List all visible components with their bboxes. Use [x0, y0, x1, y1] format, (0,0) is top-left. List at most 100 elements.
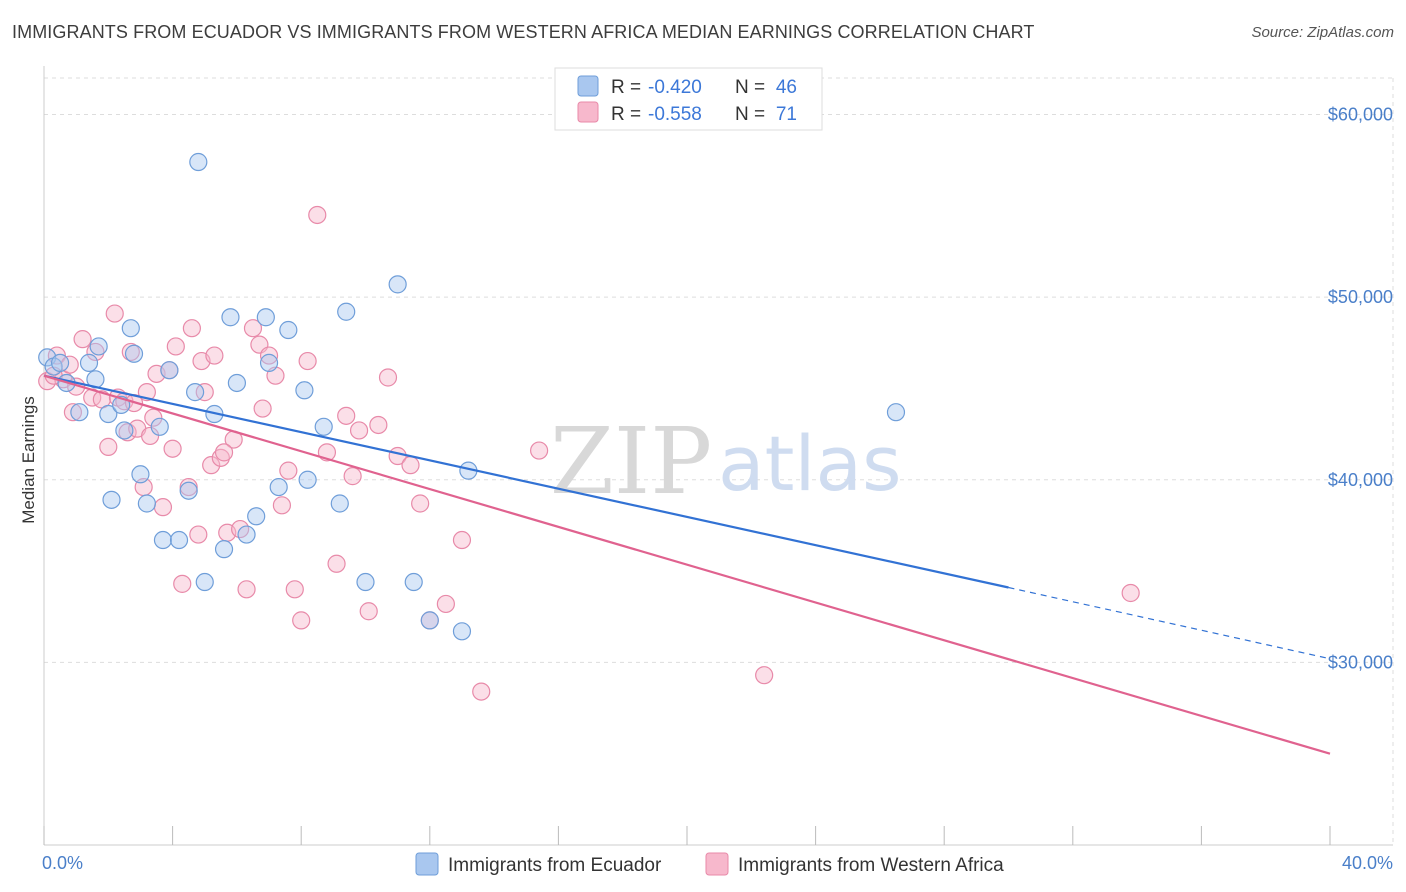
africa-point-24 — [182, 319, 201, 338]
ecuador-point-37 — [330, 494, 349, 513]
ecuador-point-14 — [131, 465, 150, 484]
africa-point-63 — [1121, 583, 1140, 603]
africa-point-3 — [63, 403, 83, 422]
ecuador-point-22 — [189, 152, 208, 172]
y-tick-label-2: $50,000 — [1328, 287, 1393, 307]
africa-point-13 — [121, 342, 140, 362]
ecuador-point-34 — [295, 381, 314, 400]
ecuador-point-33 — [279, 320, 298, 340]
ecuador-point-19 — [169, 530, 189, 550]
africa-point-6 — [86, 342, 105, 362]
africa-point-9 — [105, 304, 124, 323]
ecuador-point-7 — [89, 337, 108, 356]
ecuador-point-25 — [214, 540, 234, 559]
africa-point-29 — [205, 346, 224, 365]
ecuador-point-12 — [121, 319, 140, 338]
chart-title: IMMIGRANTS FROM ECUADOR VS IMMIGRANTS FR… — [12, 22, 1035, 42]
watermark-zip: ZIP — [550, 408, 712, 515]
africa-point-58 — [436, 594, 455, 614]
ecuador-point-21 — [186, 383, 205, 402]
africa-point-70 — [214, 443, 234, 462]
ecuador-point-30 — [256, 308, 275, 327]
ecuador-point-45 — [886, 403, 906, 422]
legend-r-label-ecuador: R = — [611, 77, 641, 98]
ecuador-point-8 — [99, 404, 118, 424]
ecuador-point-11 — [115, 421, 134, 440]
y-axis-label: Median Earnings — [19, 396, 38, 524]
africa-point-8 — [99, 437, 118, 456]
africa-point-47 — [327, 554, 346, 573]
africa-point-25 — [189, 525, 208, 544]
bottom-legend-label-africa: Immigrants from Western Africa — [738, 855, 1004, 876]
trend-line-ecuador — [43, 374, 1009, 589]
africa-point-55 — [401, 456, 420, 475]
ecuador-point-16 — [150, 417, 169, 436]
africa-point-43 — [292, 611, 311, 630]
africa-point-34 — [237, 580, 256, 599]
africa-point-28 — [202, 456, 221, 475]
africa-point-38 — [259, 346, 279, 365]
ecuador-point-4 — [70, 403, 89, 422]
x-tick-label-left: 0.0% — [42, 853, 83, 873]
africa-point-19 — [153, 498, 173, 517]
ecuador-point-38 — [337, 302, 356, 321]
ecuador-point-41 — [404, 572, 423, 592]
africa-point-42 — [285, 580, 304, 599]
ecuador-point-39 — [356, 572, 375, 592]
africa-point-49 — [343, 467, 362, 486]
y-tick-label-1: $40,000 — [1328, 470, 1393, 490]
ecuador-point-13 — [124, 344, 144, 363]
bottom-legend-swatch-ecuador — [415, 852, 439, 876]
ecuador-point-29 — [247, 507, 266, 526]
africa-point-69 — [163, 439, 182, 458]
legend-r-value-africa: -0.558 — [648, 104, 702, 125]
trend-line-africa — [43, 374, 1331, 755]
ecuador-point-36 — [314, 417, 333, 436]
africa-point-62 — [755, 666, 774, 685]
legend-box — [554, 67, 823, 131]
africa-point-60 — [472, 682, 491, 701]
ecuador-point-27 — [227, 373, 246, 393]
africa-point-35 — [243, 319, 263, 338]
legend-n-label-africa: N = — [735, 104, 765, 125]
ecuador-point-18 — [160, 361, 179, 380]
africa-point-27 — [195, 383, 214, 402]
africa-point-37 — [253, 399, 272, 418]
africa-point-30 — [211, 448, 230, 467]
legend-r-label-africa: R = — [611, 104, 641, 125]
ecuador-point-31 — [259, 353, 279, 372]
ecuador-point-9 — [102, 490, 121, 509]
legend-swatch-ecuador — [577, 75, 599, 97]
ecuador-point-5 — [79, 353, 99, 372]
africa-point-41 — [279, 461, 298, 480]
ecuador-point-32 — [269, 477, 288, 497]
africa-point-48 — [337, 406, 356, 425]
bottom-legend-swatch-africa — [705, 852, 729, 876]
ecuador-point-35 — [298, 470, 317, 489]
ecuador-point-42 — [420, 611, 439, 630]
trend-line-ecuador-extension — [1008, 586, 1331, 660]
africa-point-22 — [173, 574, 192, 593]
africa-point-59 — [452, 530, 472, 550]
legend-n-value-africa: 71 — [776, 104, 797, 125]
legend: R = -0.420 N = 46 R = -0.558 N = 71 — [554, 67, 823, 131]
africa-point-52 — [369, 415, 388, 435]
africa-point-45 — [308, 205, 327, 225]
ecuador-point-15 — [137, 494, 156, 513]
ecuador-point-43 — [452, 622, 472, 641]
africa-point-68 — [140, 426, 160, 446]
series-ecuador-points — [38, 152, 906, 641]
x-tick-label-right: 40.0% — [1342, 853, 1393, 873]
africa-point-51 — [359, 602, 378, 621]
africa-point-12 — [118, 423, 137, 442]
y-tick-label-3: $60,000 — [1328, 105, 1393, 125]
africa-point-61 — [530, 441, 549, 460]
y-tick-label-0: $30,000 — [1328, 652, 1393, 672]
africa-point-40 — [272, 496, 292, 515]
legend-n-value-ecuador: 46 — [776, 77, 797, 98]
africa-point-17 — [144, 408, 163, 427]
ecuador-point-2 — [50, 353, 70, 372]
africa-point-4 — [73, 330, 92, 349]
ecuador-point-23 — [195, 572, 214, 592]
